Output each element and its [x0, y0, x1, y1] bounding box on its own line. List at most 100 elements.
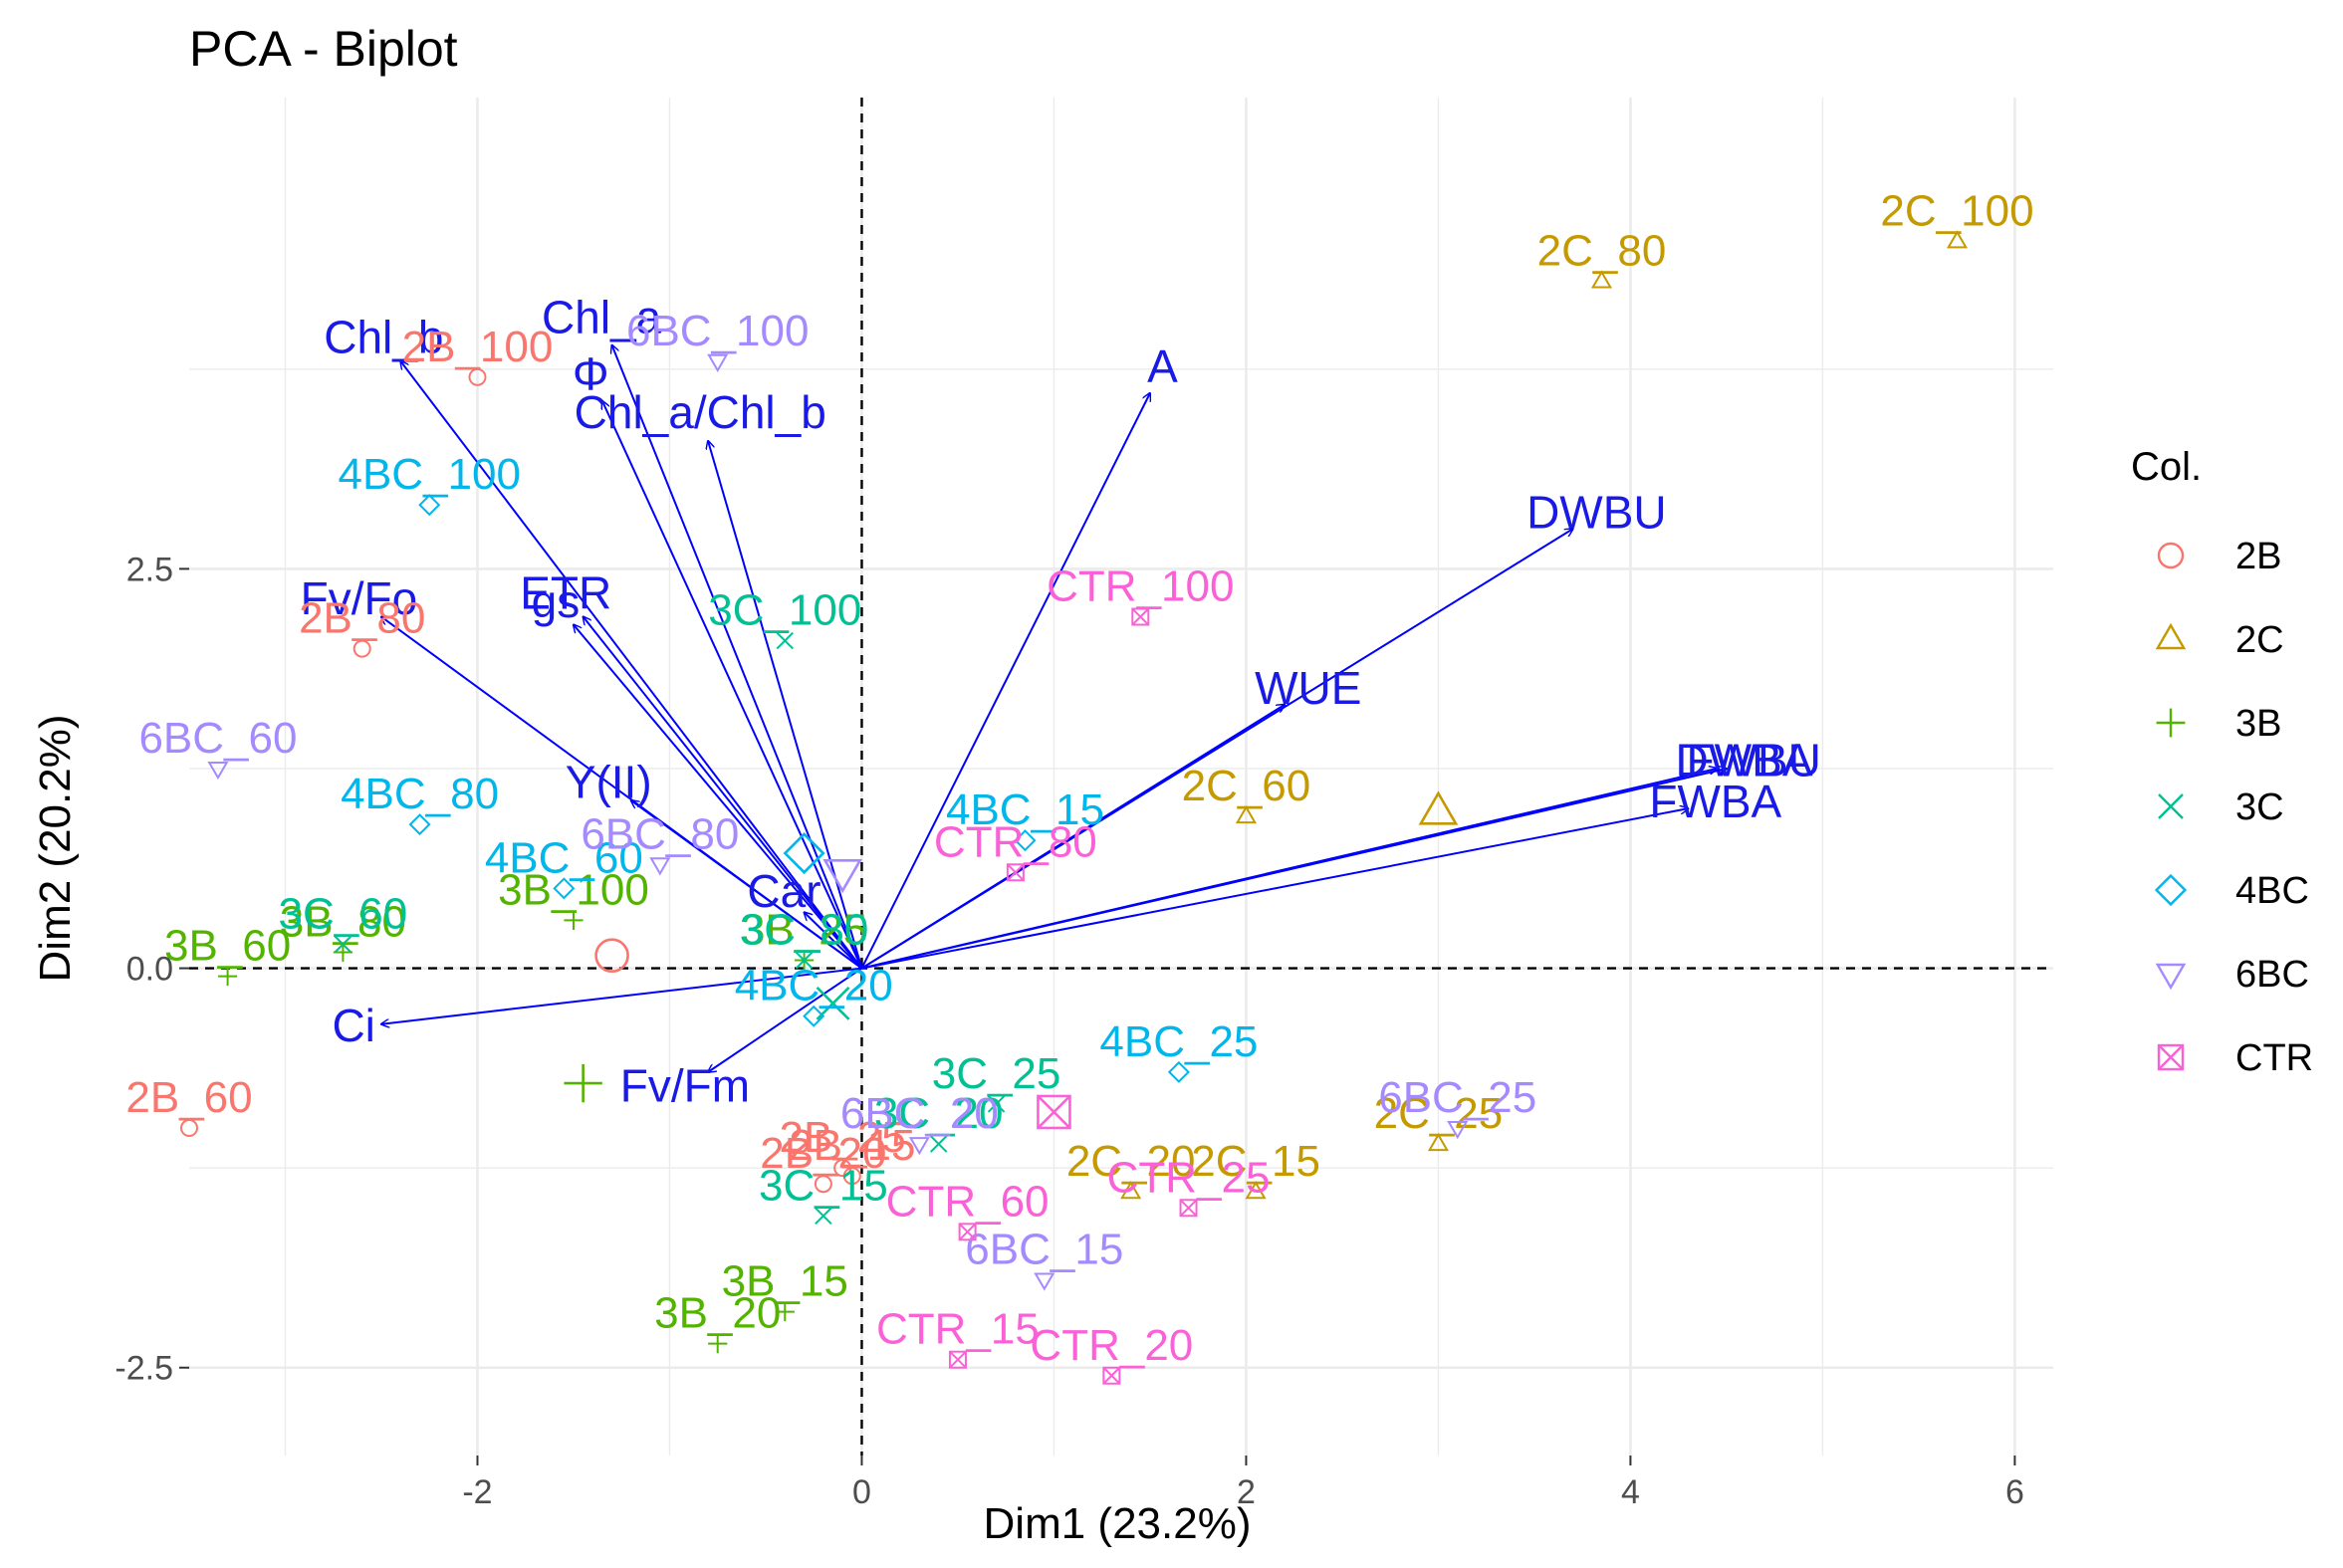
group-centroids: [564, 790, 1459, 1130]
point-marker-3b-80: [333, 942, 352, 963]
x-tick-label: -2: [462, 1473, 492, 1511]
variable-label-fv-fo: Fv/Fo: [301, 572, 418, 624]
reference-lines: [189, 98, 2053, 1456]
x-tick-label: 6: [2005, 1473, 2024, 1511]
y-tick-label: 2.5: [126, 551, 173, 588]
point-label-2b-60: 2B_60: [125, 1073, 252, 1122]
point-label-ctr-20: CTR_20: [1030, 1321, 1193, 1370]
variable-arrow-fwba: [861, 808, 1688, 970]
point-marker-4bc-80: [408, 813, 431, 836]
variable-arrow-wue: [860, 705, 1285, 970]
point-label-6bc-60: 6BC_60: [138, 714, 297, 763]
point-marker-3b-100: [564, 910, 584, 931]
legend-label-2b: 2B: [2235, 536, 2281, 577]
centroid-marker-6bc: [822, 858, 863, 894]
variable-arrow-chl-a: [612, 345, 863, 969]
point-label-ctr-80: CTR_80: [934, 817, 1097, 866]
point-label-2c-15: 2C_15: [1191, 1137, 1320, 1186]
x-tick-label: 0: [852, 1473, 871, 1511]
point-label-4bc-60: 4BC_60: [485, 833, 643, 882]
point-marker-6bc-15: [1034, 1272, 1055, 1291]
variable-label-dwba: DWBA: [1676, 735, 1813, 786]
variable-arrow-gs: [574, 625, 863, 970]
point-marker-4bc-25: [1167, 1060, 1190, 1083]
point-label-2b-15: 2B_15: [789, 1121, 915, 1170]
legend-label-4bc: 4BC: [2235, 870, 2309, 912]
point-marker-2b-60: [180, 1119, 198, 1138]
variable-label-phi: Φ: [573, 347, 609, 399]
x-axis-label: Dim1 (23.2%): [984, 1499, 1252, 1548]
point-marker-2c-25: [1427, 1132, 1449, 1152]
point-marker-6bc-60: [207, 761, 229, 781]
variable-arrow-phi: [602, 401, 863, 969]
point-marker-4bc-100: [418, 494, 441, 517]
y-tick-label: -2.5: [115, 1350, 173, 1388]
variable-label-y-ii: Y(II): [566, 757, 652, 808]
legend-label-3c: 3C: [2235, 786, 2284, 828]
variable-label-wue: WUE: [1255, 662, 1361, 714]
point-label-4bc-15: 4BC_15: [946, 785, 1104, 834]
point-label-2c-60: 2C_60: [1182, 762, 1311, 810]
point-label-4bc-80: 4BC_80: [341, 770, 499, 818]
point-marker-2b-100: [468, 367, 487, 386]
point-label-6bc-15: 6BC_15: [965, 1225, 1123, 1273]
y-axis-label: Dim2 (20.2%): [31, 715, 80, 983]
centroid-marker-3b: [564, 1063, 602, 1103]
variable-label-fwbu: FWBU: [1686, 735, 1820, 786]
legend: Col. 2B 2C 3B 3C 4BC 6BC CTR: [2131, 445, 2313, 1079]
point-label-4bc-25: 4BC_25: [1099, 1017, 1258, 1066]
variable-arrow-car: [805, 912, 863, 970]
x-tick-label: 4: [1621, 1473, 1640, 1511]
point-marker-3c-20: [929, 1135, 948, 1153]
point-marker-2b-20: [814, 1175, 832, 1194]
x-tick-label: 2: [1237, 1473, 1256, 1511]
variable-label-ci: Ci: [332, 1000, 374, 1051]
point-label-2c-100: 2C_100: [1880, 186, 2033, 235]
legend-label-2c: 2C: [2235, 619, 2284, 661]
legend-key-3c: [2158, 793, 2184, 819]
point-marker-2c-80: [1590, 270, 1613, 289]
centroid-marker-2c: [1418, 790, 1459, 825]
point-label-2c-20: 2C_20: [1066, 1137, 1196, 1186]
point-marker-ctr-80: [1006, 863, 1025, 882]
variable-arrow-chl-b: [400, 361, 863, 970]
point-label-3c-20: 3C_20: [874, 1089, 1004, 1138]
point-label-3b-60: 3B_60: [164, 922, 291, 971]
variable-label-car: Car: [747, 865, 820, 917]
point-label-3c-80: 3C_80: [740, 906, 869, 955]
variable-label-chl-a: Chl_a: [542, 292, 662, 343]
legend-key-6bc: [2155, 963, 2187, 991]
point-label-2b-100: 2B_100: [402, 323, 554, 371]
point-marker-2c-15: [1245, 1181, 1267, 1200]
variable-arrow-a: [860, 393, 1149, 970]
point-marker-6bc-100: [707, 353, 729, 372]
point-label-2b-25: 2B_25: [780, 1113, 906, 1162]
variable-arrow-etr: [584, 617, 863, 970]
point-label-2b-20: 2B_20: [760, 1129, 886, 1178]
variable-label-fwba: FWBA: [1649, 776, 1781, 827]
point-label-6bc-100: 6BC_100: [626, 307, 809, 355]
point-label-ctr-25: CTR_25: [1107, 1153, 1271, 1202]
variable-label-gs: gs: [532, 575, 581, 627]
point-marker-4bc-60: [553, 877, 576, 900]
legend-title: Col.: [2131, 445, 2202, 489]
point-marker-ctr-20: [1102, 1366, 1121, 1385]
point-label-3b-25: 3B_25: [741, 906, 867, 955]
point-marker-3c-60: [334, 935, 352, 954]
point-marker-2c-100: [1946, 230, 1969, 249]
point-label-3b-100: 3B_100: [498, 865, 649, 914]
point-marker-2b-15: [842, 1167, 861, 1186]
variable-label-fv-fm: Fv/Fm: [620, 1060, 750, 1112]
variable-arrow-fv-fm: [708, 967, 863, 1072]
variable-label-a: A: [1147, 340, 1178, 392]
point-label-3b-20: 3B_20: [654, 1289, 781, 1338]
point-marker-3c-25: [987, 1095, 1006, 1113]
point-marker-ctr-60: [958, 1223, 977, 1241]
axes: -2 0 2 4 6 -2.5 0.0 2.5: [115, 551, 2023, 1511]
legend-label-3b: 3B: [2235, 703, 2281, 745]
point-marker-2b-80: [352, 639, 371, 658]
point-marker-ctr-25: [1179, 1199, 1198, 1218]
